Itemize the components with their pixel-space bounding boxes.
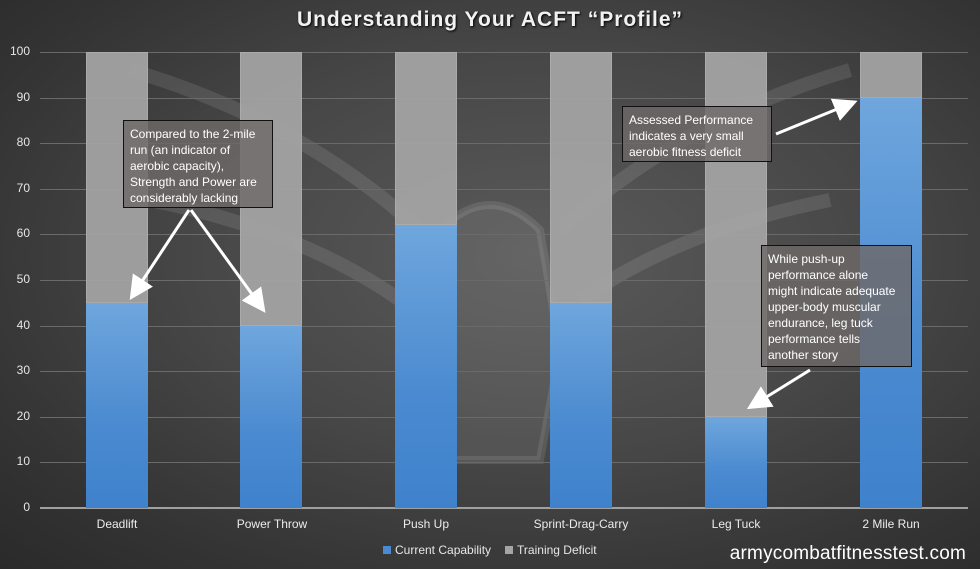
gridline <box>40 188 968 190</box>
deficit-segment <box>395 52 457 226</box>
current-segment <box>705 416 767 508</box>
callout-line: endurance, leg tuck <box>768 316 873 330</box>
y-tick: 30 <box>16 363 30 377</box>
legend-item-deficit: Training Deficit <box>505 543 597 557</box>
y-tick: 50 <box>16 272 30 286</box>
bar-sprint-drag-carry <box>550 52 612 508</box>
gridline <box>40 371 968 373</box>
callout-line: run (an indicator of <box>130 143 231 157</box>
chart-legend: Current Capability Training Deficit <box>383 543 597 557</box>
callout-line: upper-body muscular <box>768 300 881 314</box>
gridline <box>40 462 968 464</box>
y-tick: 40 <box>16 318 30 332</box>
y-tick: 0 <box>23 500 30 514</box>
legend-swatch-gray-icon <box>505 546 514 554</box>
callout-line: considerably lacking <box>130 191 239 205</box>
callout-line: performance tells <box>768 332 861 346</box>
x-label-power-throw: Power Throw <box>236 517 308 531</box>
gridline <box>40 234 968 236</box>
gridline <box>40 325 968 327</box>
callout-line: Assessed Performance <box>629 113 754 127</box>
current-segment <box>240 325 302 508</box>
legend-swatch-blue-icon <box>383 546 391 554</box>
legend-label: Current Capability <box>395 543 492 557</box>
x-label-leg-tuck: Leg Tuck <box>711 517 761 531</box>
callout-line: aerobic fitness deficit <box>629 145 742 159</box>
x-label-push-up: Push Up <box>402 517 450 531</box>
deficit-segment <box>550 52 612 303</box>
current-segment <box>395 225 457 508</box>
gridline <box>40 280 968 281</box>
callout-line: might indicate adequate <box>768 284 896 298</box>
y-tick: 60 <box>16 226 30 240</box>
callout-line: indicates a very small <box>629 129 744 143</box>
site-watermark: armycombatfitnesstest.com <box>729 543 966 564</box>
callout-strength-power: Compared to the 2-mile run (an indicator… <box>123 120 273 208</box>
chart-title: Understanding Your ACFT “Profile” <box>296 8 684 31</box>
callout-line: While push-up <box>768 252 845 266</box>
gridline <box>40 52 968 53</box>
x-label-deadlift: Deadlift <box>96 517 138 531</box>
gridline <box>40 143 968 145</box>
current-segment <box>86 302 148 508</box>
y-tick: 70 <box>16 181 30 195</box>
x-axis-line <box>40 507 968 509</box>
x-label-2-mile-run: 2 Mile Run <box>862 517 920 531</box>
y-tick: 90 <box>16 90 30 104</box>
gridline <box>40 416 968 418</box>
x-label-sprint-drag-carry: Sprint-Drag-Carry <box>533 517 629 531</box>
callout-leg-tuck: While push-up performance alone might in… <box>761 245 912 367</box>
y-tick: 10 <box>16 454 30 468</box>
callout-aerobic-deficit: Assessed Performance indicates a very sm… <box>622 106 772 162</box>
gridline <box>40 97 968 99</box>
current-segment <box>550 302 612 508</box>
callout-line: Strength and Power are <box>130 175 257 189</box>
legend-item-current: Current Capability <box>383 543 491 557</box>
deficit-segment <box>860 52 922 98</box>
y-tick: 100 <box>9 44 30 58</box>
callout-line: another story <box>768 348 839 362</box>
callout-line: Compared to the 2-mile <box>130 127 256 141</box>
callout-line: aerobic capacity), <box>130 159 225 173</box>
y-tick: 80 <box>16 135 30 149</box>
bar-push-up <box>395 52 457 508</box>
callout-line: performance alone <box>768 268 869 282</box>
y-tick: 20 <box>16 409 30 423</box>
legend-label: Training Deficit <box>517 543 597 557</box>
